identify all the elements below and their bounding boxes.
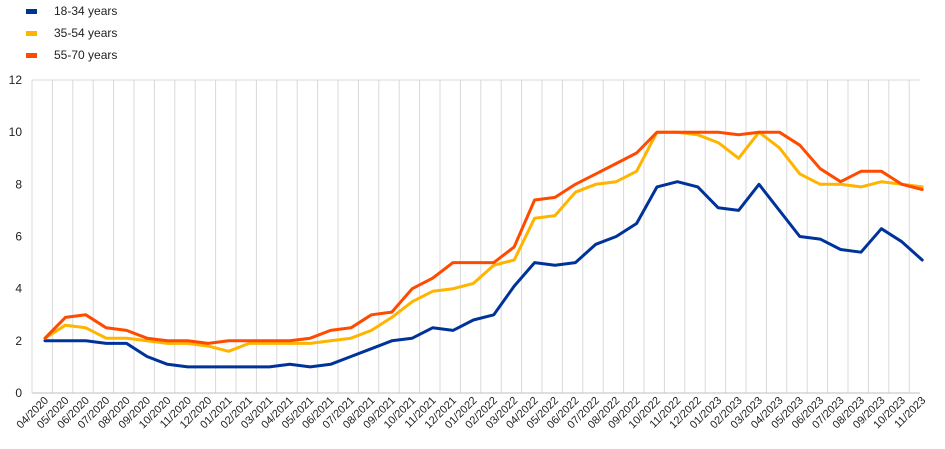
y-tick-label: 0 <box>15 386 22 400</box>
y-tick-label: 4 <box>15 282 22 296</box>
legend-item-series-1: 18-34 years <box>26 0 117 22</box>
legend-label-series-1: 18-34 years <box>54 4 118 18</box>
legend-label-series-3: 55-70 years <box>54 48 118 62</box>
legend-swatch-series-2 <box>26 30 37 36</box>
y-tick-label: 6 <box>15 230 22 244</box>
legend-label-series-2: 35-54 years <box>54 26 118 40</box>
y-tick-label: 10 <box>9 125 23 139</box>
y-tick-label: 2 <box>15 334 22 348</box>
legend-swatch-series-3 <box>26 52 37 58</box>
y-tick-label: 12 <box>9 73 23 87</box>
series-line-3 <box>43 130 924 345</box>
chart-legend: 18-34 years 35-54 years 55-70 years <box>26 0 117 66</box>
legend-item-series-3: 55-70 years <box>26 44 117 66</box>
series-line-1 <box>43 180 924 369</box>
legend-swatch-series-1 <box>26 8 37 14</box>
y-tick-label: 8 <box>15 177 22 191</box>
legend-item-series-2: 35-54 years <box>26 22 117 44</box>
series-line-2 <box>43 130 924 353</box>
